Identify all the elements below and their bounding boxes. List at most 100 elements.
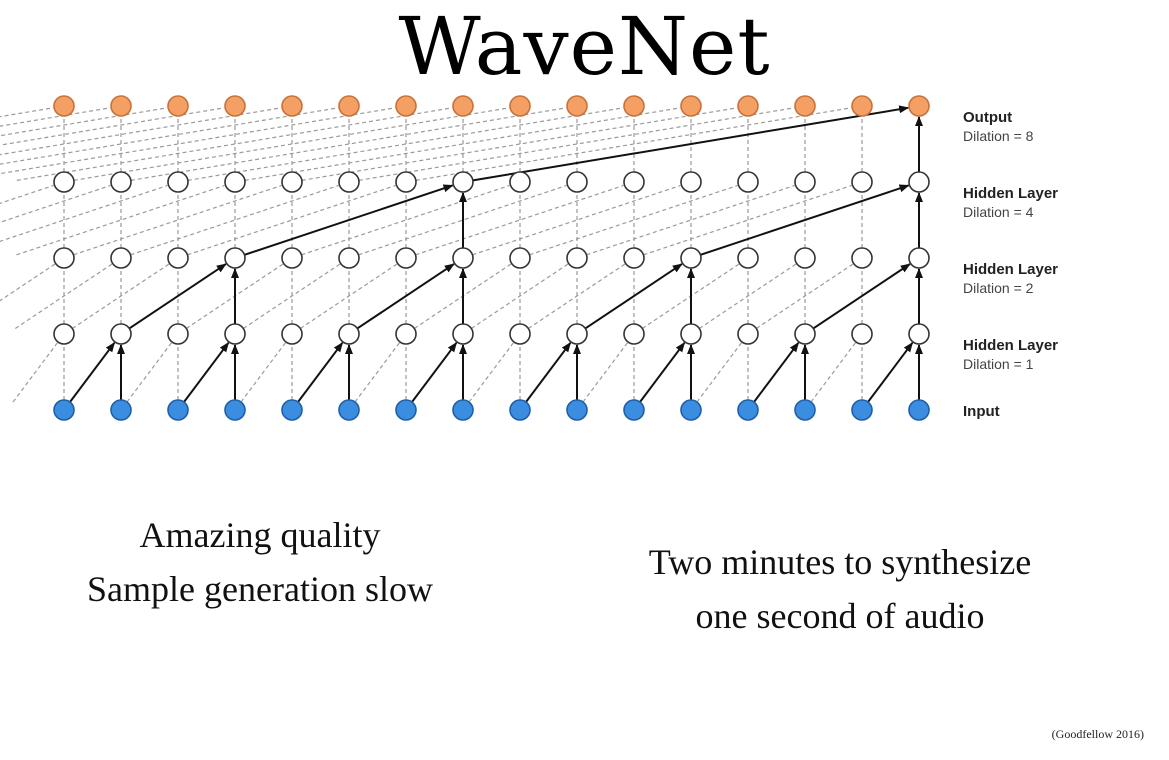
hidden-4-node bbox=[452, 171, 474, 193]
input-node bbox=[167, 399, 189, 421]
input-node bbox=[338, 399, 360, 421]
hidden-2-node bbox=[281, 247, 303, 269]
dilated-edge bbox=[698, 263, 797, 329]
input-node bbox=[224, 399, 246, 421]
hidden-4-node bbox=[509, 171, 531, 193]
output-node bbox=[737, 95, 759, 117]
hidden-1-node bbox=[737, 323, 759, 345]
receptive-field-arrow bbox=[867, 341, 914, 403]
output-node bbox=[851, 95, 873, 117]
dilated-edge bbox=[354, 342, 400, 403]
hidden-1-node bbox=[338, 323, 360, 345]
hidden-1-node bbox=[566, 323, 588, 345]
dilated-edge bbox=[130, 184, 339, 256]
dilated-edge bbox=[470, 263, 569, 329]
dilated-edge bbox=[0, 107, 282, 156]
layer-label-output: Output Dilation = 8 bbox=[963, 109, 1034, 144]
hidden-2-node bbox=[623, 247, 645, 269]
caption-quality-line-1: Amazing quality bbox=[139, 515, 381, 555]
input-node bbox=[110, 399, 132, 421]
input-node bbox=[908, 399, 930, 421]
dilated-edge bbox=[126, 342, 172, 403]
dilated-edge bbox=[73, 107, 510, 181]
receptive-field-arrow bbox=[700, 184, 910, 256]
dilated-edge bbox=[73, 184, 282, 256]
output-node bbox=[794, 95, 816, 117]
dilated-edge bbox=[0, 107, 111, 127]
hidden-4-node bbox=[395, 171, 417, 193]
receptive-field-arrow bbox=[183, 341, 230, 403]
hidden-1-node bbox=[509, 323, 531, 345]
receptive-field-arrow bbox=[812, 263, 911, 330]
output-node bbox=[224, 95, 246, 117]
layer-label-hidden-2: Hidden Layer Dilation = 2 bbox=[963, 261, 1058, 296]
dilated-edge bbox=[755, 263, 854, 329]
receptive-field-arrow bbox=[69, 341, 116, 403]
hidden-4-node bbox=[167, 171, 189, 193]
hidden-1-node bbox=[908, 323, 930, 345]
hidden-2-node bbox=[338, 247, 360, 269]
layer-label-output-name: Output bbox=[963, 109, 1012, 126]
hidden-1-node bbox=[110, 323, 132, 345]
hidden-2-node bbox=[110, 247, 132, 269]
input-node bbox=[794, 399, 816, 421]
receptive-field-arrow bbox=[639, 341, 686, 403]
slide-title: WaveNet bbox=[398, 0, 771, 93]
hidden-4-node bbox=[851, 171, 873, 193]
hidden-4-node bbox=[908, 171, 930, 193]
output-node bbox=[908, 95, 930, 117]
dilated-edge bbox=[187, 184, 396, 256]
hidden-1-node bbox=[224, 323, 246, 345]
hidden-4-node bbox=[680, 171, 702, 193]
hidden-2-node bbox=[908, 247, 930, 269]
hidden-4-node bbox=[794, 171, 816, 193]
hidden-1-node bbox=[623, 323, 645, 345]
receptive-field-arrow bbox=[356, 263, 455, 330]
dilated-edge bbox=[358, 107, 795, 181]
hidden-2-node bbox=[794, 247, 816, 269]
dilated-edge bbox=[240, 342, 286, 403]
hidden-1-node bbox=[395, 323, 417, 345]
output-node bbox=[167, 95, 189, 117]
output-node bbox=[281, 95, 303, 117]
layer-label-hidden-1-name: Hidden Layer bbox=[963, 337, 1058, 354]
dilated-edge bbox=[0, 184, 54, 204]
dilated-edge bbox=[586, 184, 795, 256]
dilated-edge bbox=[415, 184, 624, 256]
dilated-edge bbox=[0, 263, 56, 302]
layer-label-hidden-1: Hidden Layer Dilation = 1 bbox=[963, 337, 1058, 372]
hidden-4-node bbox=[53, 171, 75, 193]
input-node bbox=[281, 399, 303, 421]
output-node bbox=[110, 95, 132, 117]
hidden-2-node bbox=[167, 247, 189, 269]
caption-synthesis-line-1: Two minutes to synthesize bbox=[648, 542, 1032, 582]
dilated-edge bbox=[0, 107, 54, 118]
dilated-edge bbox=[0, 184, 168, 242]
hidden-1-node bbox=[281, 323, 303, 345]
hidden-1-node bbox=[53, 323, 75, 345]
output-node bbox=[53, 95, 75, 117]
hidden-4-node bbox=[224, 171, 246, 193]
dilated-edge bbox=[0, 107, 339, 165]
receptive-field-arrow bbox=[584, 263, 683, 330]
output-node bbox=[395, 95, 417, 117]
hidden-2-node bbox=[224, 247, 246, 269]
receptive-field-arrow bbox=[753, 341, 800, 403]
receptive-field-arrow bbox=[128, 263, 227, 330]
active-receptive-field bbox=[69, 105, 923, 403]
layer-label-input-name: Input bbox=[963, 403, 1000, 420]
dilated-edge bbox=[358, 184, 567, 256]
dilated-edge bbox=[582, 342, 628, 403]
hidden-1-node bbox=[452, 323, 474, 345]
layer-label-hidden-4-name: Hidden Layer bbox=[963, 185, 1058, 202]
caption-quality-line-2: Sample generation slow bbox=[87, 569, 433, 609]
dilated-edge bbox=[0, 184, 111, 223]
receptive-field-arrow bbox=[411, 341, 458, 403]
dilated-edge bbox=[301, 184, 510, 256]
dilated-edge bbox=[12, 342, 58, 403]
output-node bbox=[623, 95, 645, 117]
hidden-2-node bbox=[395, 247, 417, 269]
input-node bbox=[680, 399, 702, 421]
hidden-2-node bbox=[452, 247, 474, 269]
